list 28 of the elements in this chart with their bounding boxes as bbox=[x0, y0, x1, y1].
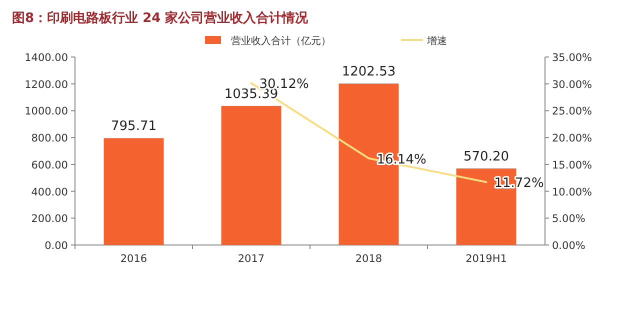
y2-tick-label: 35.00% bbox=[552, 52, 592, 64]
y2-tick-label: 25.00% bbox=[552, 106, 592, 118]
x-tick-label: 2016 bbox=[120, 253, 148, 265]
y2-tick-label: 30.00% bbox=[552, 78, 592, 91]
y-tick-label: 0.00 bbox=[44, 240, 68, 252]
data-label: 570.20 bbox=[464, 149, 509, 164]
data-label: 795.71 bbox=[111, 119, 156, 134]
x-tick-label: 2017 bbox=[238, 253, 265, 265]
y-tick-label: 1400.00 bbox=[24, 52, 68, 64]
y-tick-label: 400.00 bbox=[31, 186, 68, 198]
y2-tick-label: 0.00% bbox=[552, 240, 586, 252]
y-tick-label: 200.00 bbox=[31, 213, 68, 226]
data-label: 1202.53 bbox=[342, 64, 396, 80]
y-tick-label: 800.00 bbox=[31, 132, 68, 145]
x-tick-label: 2018 bbox=[355, 253, 382, 265]
y-tick-label: 600.00 bbox=[31, 159, 68, 172]
y-tick-label: 1200.00 bbox=[24, 78, 68, 91]
legend-label: 增速 bbox=[426, 35, 447, 47]
x-tick-label: 2019H1 bbox=[466, 253, 507, 265]
chart-title: 图8：印刷电路板行业 24 家公司营业收入合计情况 bbox=[12, 10, 310, 26]
y2-tick-label: 20.00% bbox=[552, 132, 592, 145]
y2-tick-label: 10.00% bbox=[552, 186, 592, 198]
legend-label: 营业收入合计（亿元） bbox=[231, 35, 331, 47]
y2-tick-label: 15.00% bbox=[552, 159, 592, 172]
y2-tick-label: 5.00% bbox=[552, 213, 586, 226]
bar bbox=[104, 138, 164, 245]
y-tick-label: 1000.00 bbox=[24, 106, 68, 118]
bar bbox=[221, 106, 282, 245]
